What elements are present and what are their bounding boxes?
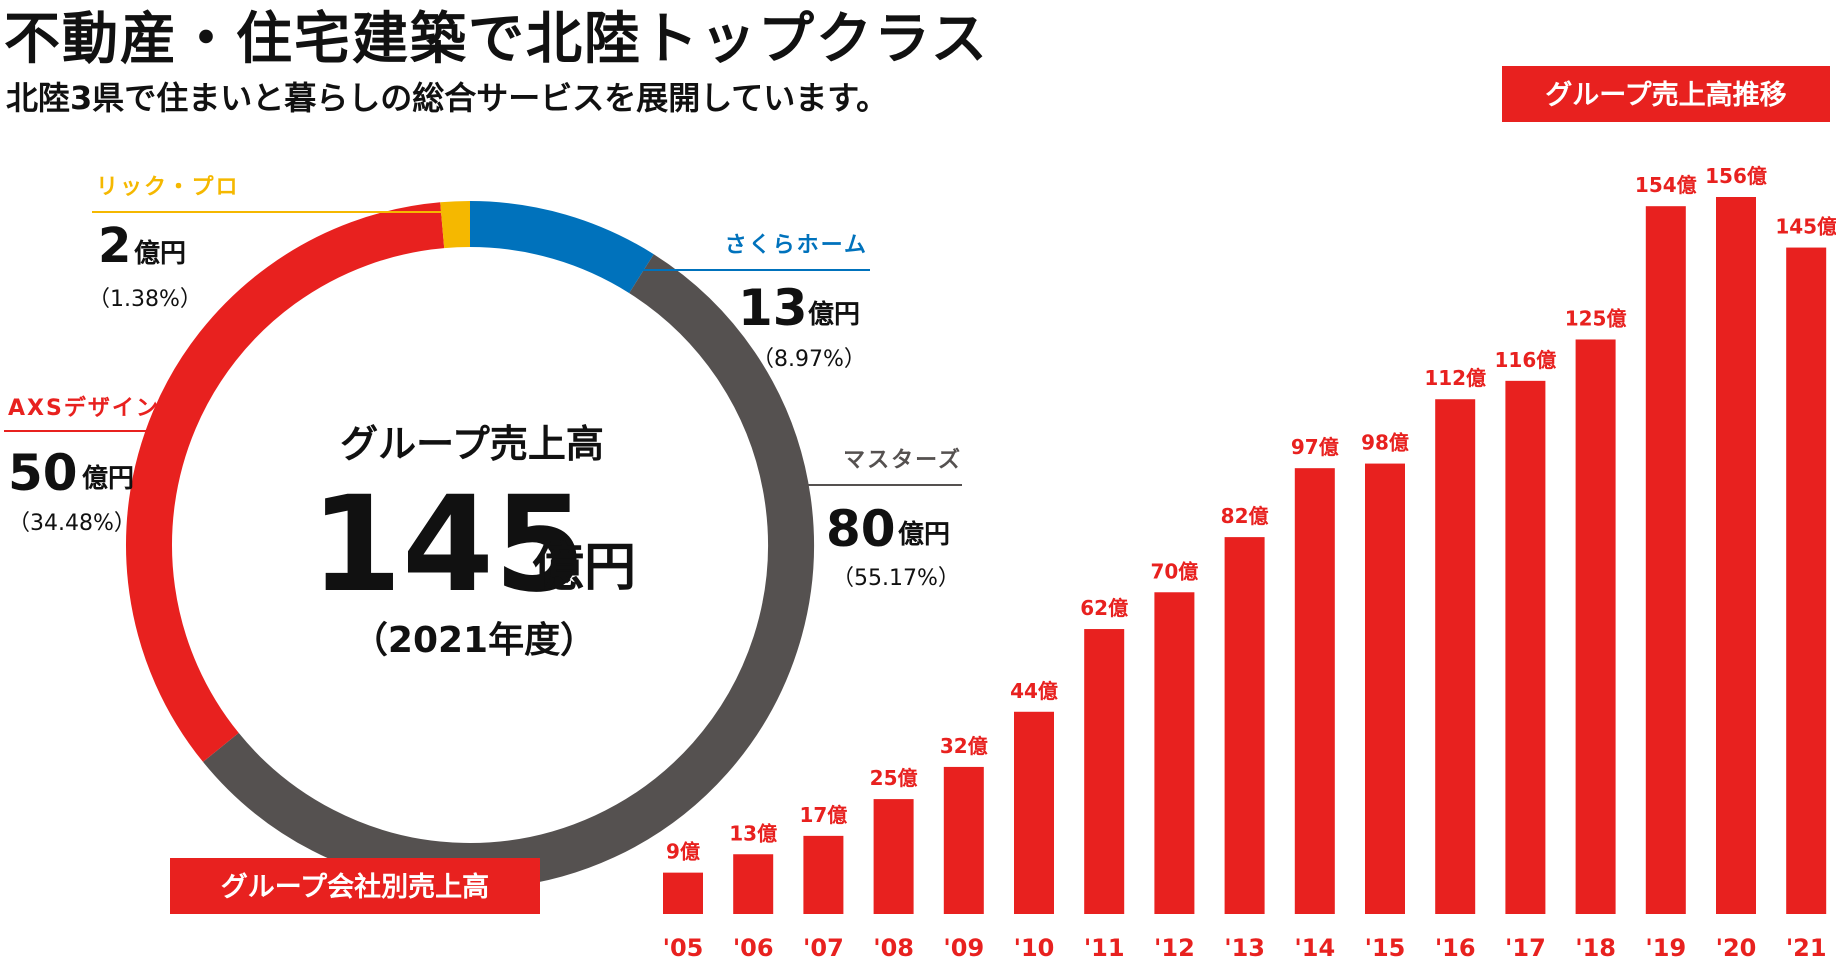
- bar: [1154, 592, 1195, 914]
- bar-value-label: 154億: [1635, 173, 1697, 197]
- bar-value-label: 116億: [1495, 348, 1557, 372]
- year-tick-label: '05: [663, 934, 704, 962]
- bar-chart-badge-label: グループ売上高推移: [1545, 79, 1786, 111]
- donut-chart: グループ売上高 145 億円 （2021年度）: [126, 201, 814, 889]
- donut-segments: [126, 201, 814, 889]
- bar-value-label: 82億: [1221, 504, 1269, 528]
- bar-value-label: 17億: [799, 803, 847, 827]
- year-tick-label: '21: [1786, 934, 1827, 962]
- donut-segment-axs: [126, 202, 445, 762]
- donut-center-year: （2021年度）: [352, 620, 596, 661]
- donut-center-unit: 億円: [532, 538, 636, 598]
- year-tick-label: '17: [1505, 934, 1546, 962]
- bar-value-label: 156億: [1705, 164, 1767, 188]
- year-tick-label: '16: [1435, 934, 1476, 962]
- bar-value-label: 62億: [1080, 596, 1128, 620]
- bar: [1224, 537, 1265, 914]
- bar: [1365, 463, 1405, 914]
- segment-name-axs: AXSデザイン: [8, 395, 160, 421]
- donut-badge: グループ会社別売上高: [170, 858, 540, 914]
- bar-value-label: 97億: [1291, 435, 1339, 459]
- segment-value-rickpro: 2: [98, 218, 131, 274]
- bar-value-label: 70億: [1150, 559, 1198, 583]
- bar: [1575, 339, 1616, 914]
- donut-badge-bg: [170, 858, 540, 914]
- year-tick-label: '15: [1365, 934, 1406, 962]
- bar-value-label: 25億: [870, 766, 918, 790]
- bar: [1505, 380, 1546, 914]
- segment-unit-rickpro: 億円: [134, 239, 186, 269]
- bar-value-label: 125億: [1565, 306, 1627, 330]
- page-title: 不動産・住宅建築で北陸トップクラス: [4, 7, 989, 72]
- year-tick-label: '19: [1645, 934, 1686, 962]
- year-tick-label: '06: [733, 934, 774, 962]
- segment-percent-sakura: （8.97%）: [752, 347, 866, 372]
- bar-value-label: 44億: [1010, 679, 1058, 703]
- segment-unit-masters: 億円: [898, 520, 950, 550]
- bar: [1716, 197, 1756, 914]
- segment-percent-axs: （34.48%）: [8, 511, 136, 536]
- donut-segment-sakura: [469, 201, 654, 294]
- year-tick-label: '08: [873, 934, 914, 962]
- bar: [873, 799, 914, 914]
- bar-chart: 9億 '05 13億 '06 17億 '07 25億 '08 32億 '09 44億 '10 62億 '1…: [663, 164, 1836, 962]
- bar: [1435, 399, 1476, 914]
- segment-name-sakura: さくらホーム: [725, 233, 868, 258]
- donut-center-value: 145: [310, 468, 586, 622]
- segment-value-axs: 50: [8, 444, 78, 502]
- year-tick-label: '11: [1084, 934, 1125, 962]
- bar-value-label: 112億: [1424, 366, 1486, 390]
- bar: [1294, 468, 1335, 914]
- donut-segment-masters: [203, 254, 814, 889]
- segment-name-masters: マスターズ: [843, 447, 962, 473]
- year-tick-label: '20: [1716, 934, 1757, 962]
- bar-value-label: 32億: [940, 734, 988, 758]
- donut-badge-label: グループ会社別売上高: [221, 871, 489, 903]
- segment-unit-sakura: 億円: [808, 300, 860, 330]
- bar: [943, 766, 984, 914]
- bar-chart-badge: グループ売上高推移: [1502, 66, 1830, 122]
- bar: [1786, 247, 1827, 915]
- year-tick-label: '13: [1224, 934, 1265, 962]
- segment-name-rickpro: リック・プロ: [96, 175, 240, 200]
- bar: [1084, 629, 1125, 914]
- year-tick-label: '14: [1294, 934, 1335, 962]
- segment-percent-masters: （55.17%）: [832, 566, 960, 591]
- bar-value-label: 9億: [666, 840, 700, 864]
- page-subtitle: 北陸3県で住まいと暮らしの総合サービスを展開しています。: [6, 79, 889, 117]
- bar: [1014, 711, 1054, 914]
- bar-value-label: 98億: [1361, 431, 1409, 455]
- year-tick-label: '12: [1154, 934, 1195, 962]
- year-tick-label: '10: [1014, 934, 1055, 962]
- bar: [663, 872, 703, 914]
- bar: [733, 854, 774, 914]
- bar: [1645, 206, 1686, 914]
- segment-value-masters: 80: [826, 500, 896, 558]
- bar-value-label: 13億: [729, 821, 777, 845]
- bar: [803, 835, 844, 914]
- bar-chart-badge-bg: [1502, 66, 1830, 122]
- year-tick-label: '07: [803, 934, 844, 962]
- donut-center-title: グループ売上高: [340, 422, 604, 466]
- segment-value-sakura: 13: [738, 279, 808, 337]
- segment-percent-rickpro: （1.38%）: [88, 287, 202, 312]
- year-tick-label: '18: [1575, 934, 1616, 962]
- segment-unit-axs: 億円: [82, 464, 134, 494]
- bar-value-label: 145億: [1775, 215, 1836, 239]
- year-tick-label: '09: [943, 934, 984, 962]
